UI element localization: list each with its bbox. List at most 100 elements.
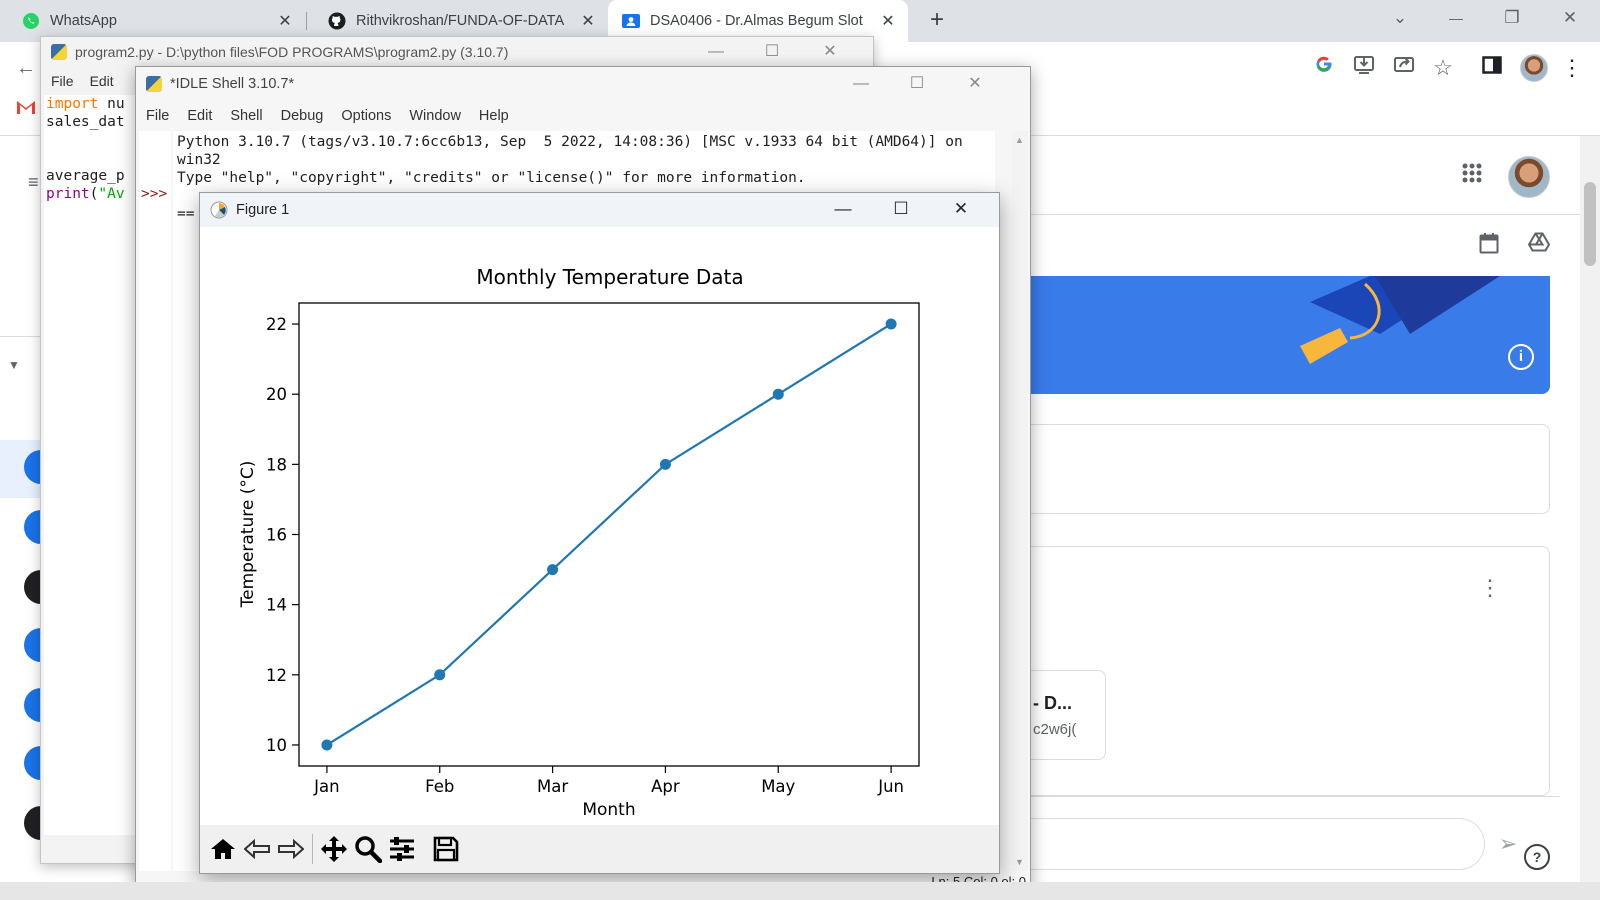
- shell-banner: Python 3.10.7 (tags/v3.10.7:6cc6b13, Sep…: [177, 134, 972, 168]
- save-icon[interactable]: [429, 832, 463, 866]
- menu-file[interactable]: File: [146, 108, 170, 124]
- browser-restore-button[interactable]: ❐: [1504, 8, 1520, 27]
- browser-profile-avatar[interactable]: [1520, 54, 1548, 82]
- x-tick-label: Jun: [877, 777, 904, 796]
- tab-close-icon[interactable]: ✕: [278, 13, 292, 30]
- forward-icon[interactable]: [274, 832, 308, 866]
- google-lens-icon[interactable]: [1310, 54, 1338, 82]
- x-tick-label: Mar: [537, 777, 568, 796]
- menu-shell[interactable]: Shell: [230, 108, 263, 124]
- editor-close-button[interactable]: ✕: [823, 43, 837, 60]
- code-text: nu: [98, 96, 125, 112]
- menu-edit[interactable]: Edit: [187, 108, 213, 124]
- home-icon[interactable]: [206, 832, 240, 866]
- classroom-header-divider: [1020, 214, 1580, 215]
- class-info-icon[interactable]: i: [1508, 344, 1534, 370]
- help-icon[interactable]: ?: [1524, 844, 1550, 870]
- figure-maximize-button[interactable]: ☐: [893, 199, 909, 218]
- comment-input[interactable]: [1020, 818, 1485, 870]
- class-banner: i: [1030, 276, 1550, 394]
- new-tab-button[interactable]: +: [929, 6, 944, 33]
- calendar-icon[interactable]: [1475, 232, 1503, 260]
- tab-search-button[interactable]: ⌄: [1392, 8, 1408, 27]
- code-string: "Av: [98, 186, 125, 202]
- pan-icon[interactable]: [317, 832, 351, 866]
- stream-post-card: ⋮: [1020, 546, 1550, 796]
- browser-close-button[interactable]: ✕: [1562, 8, 1578, 27]
- figure-window: Figure 1 — ☐ ✕ Monthly Temperature Data …: [199, 192, 1000, 874]
- browser-menu-icon[interactable]: ⋮: [1561, 55, 1583, 80]
- shell-menubar: File Edit Shell Debug Options Window Hel…: [136, 103, 517, 129]
- x-tick-label: Feb: [425, 777, 454, 796]
- menu-window[interactable]: Window: [409, 108, 461, 124]
- editor-maximize-button[interactable]: ☐: [764, 43, 780, 60]
- tab-divider: [306, 12, 307, 30]
- scroll-down-icon[interactable]: ▼: [1015, 857, 1024, 867]
- toolbar-divider: [312, 834, 313, 864]
- code-keyword: import: [46, 96, 99, 112]
- figure-close-button[interactable]: ✕: [953, 199, 969, 218]
- github-icon: [328, 12, 346, 30]
- shell-close-button[interactable]: ✕: [968, 75, 982, 92]
- comment-divider: [1020, 796, 1560, 797]
- attachment-card[interactable]: - D... c2w6j(: [1020, 670, 1106, 760]
- idle-icon: [51, 44, 67, 60]
- editor-title: program2.py - D:\python files\FOD PROGRA…: [75, 44, 509, 60]
- page-scrollbar[interactable]: [1580, 136, 1600, 900]
- back-icon[interactable]: [240, 832, 274, 866]
- figure-titlebar: Figure 1: [200, 193, 999, 227]
- x-axis-label: Month: [582, 800, 635, 820]
- bookmark-star-icon[interactable]: ☆: [1433, 55, 1453, 80]
- shell-maximize-button[interactable]: ☐: [909, 75, 925, 92]
- menu-help[interactable]: Help: [478, 108, 509, 124]
- y-axis: 10 12 14 16 18 20 22: [266, 315, 299, 755]
- matplotlib-icon: [210, 201, 228, 219]
- google-drive-icon[interactable]: [1525, 232, 1553, 260]
- figure-canvas[interactable]: Monthly Temperature Data 10 12 14 16 18 20 22 …: [200, 227, 999, 825]
- data-point: [659, 458, 671, 470]
- browser-minimize-button[interactable]: —: [1449, 10, 1463, 26]
- menu-debug[interactable]: Debug: [280, 108, 324, 124]
- y-tick-label: 20: [266, 385, 287, 404]
- browser-tab-github[interactable]: Rithvikroshan/FUNDA-OF-DATA ✕: [306, 0, 608, 42]
- google-apps-icon[interactable]: [1458, 162, 1486, 190]
- side-panel-icon[interactable]: [1478, 54, 1506, 82]
- back-arrow-icon[interactable]: ←: [16, 57, 36, 79]
- shell-titlebar: *IDLE Shell 3.10.7*: [136, 67, 1030, 101]
- menu-edit[interactable]: Edit: [89, 73, 114, 89]
- collapse-caret-icon[interactable]: ▼: [8, 358, 20, 372]
- editor-code-area[interactable]: import nu sales_dat average_p print("Av: [44, 95, 144, 835]
- chart-title: Monthly Temperature Data: [476, 265, 743, 289]
- editor-minimize-button[interactable]: —: [708, 43, 724, 60]
- code-text: average_p: [46, 168, 125, 184]
- figure-minimize-button[interactable]: —: [834, 199, 852, 218]
- menu-file[interactable]: File: [51, 73, 74, 89]
- tab-close-icon[interactable]: ✕: [581, 13, 595, 30]
- share-icon[interactable]: [1390, 54, 1418, 82]
- shell-minimize-button[interactable]: —: [853, 75, 869, 92]
- data-point: [885, 318, 897, 330]
- browser-tab-classroom[interactable]: DSA0406 - Dr.Almas Begum Slot ✕: [608, 0, 908, 42]
- configure-icon[interactable]: [385, 832, 419, 866]
- zoom-icon[interactable]: [351, 832, 385, 866]
- scroll-up-icon[interactable]: ▲: [1015, 135, 1024, 145]
- install-app-icon[interactable]: [1350, 54, 1378, 82]
- classroom-profile-avatar[interactable]: [1508, 156, 1550, 198]
- y-tick-label: 22: [266, 315, 287, 334]
- code-text: sales_dat: [46, 114, 125, 130]
- tab-title: WhatsApp: [50, 13, 117, 29]
- gmail-bookmark-icon[interactable]: [12, 96, 40, 124]
- tab-close-icon[interactable]: ✕: [881, 13, 895, 30]
- scrollbar-thumb[interactable]: [1584, 182, 1596, 266]
- announcement-card[interactable]: [1020, 424, 1550, 514]
- post-more-icon[interactable]: ⋮: [1479, 575, 1501, 600]
- shell-scrollbar[interactable]: ▲ ▼: [1012, 131, 1028, 871]
- plot-area: [298, 302, 920, 767]
- data-points: [321, 318, 897, 751]
- code-text: (: [89, 186, 99, 202]
- send-icon[interactable]: ➢: [1498, 831, 1518, 856]
- classroom-icon: [622, 12, 640, 30]
- browser-tab-whatsapp[interactable]: WhatsApp ✕: [0, 0, 305, 42]
- menu-icon[interactable]: ≡: [28, 172, 39, 192]
- menu-options[interactable]: Options: [341, 108, 392, 124]
